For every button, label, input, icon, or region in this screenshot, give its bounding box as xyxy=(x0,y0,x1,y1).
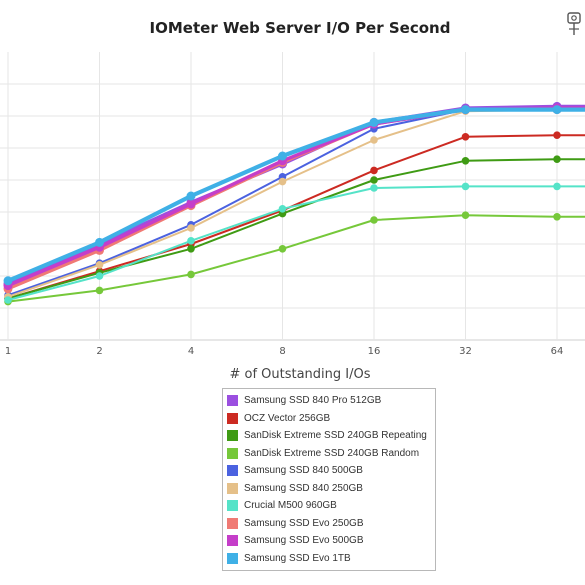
series-line xyxy=(7,214,585,303)
legend-item: Samsung SSD 840 500GB xyxy=(223,462,435,480)
series-samsung-ssd-evo-1tb xyxy=(3,105,585,286)
data-point xyxy=(278,205,287,213)
data-point xyxy=(461,182,470,191)
data-point xyxy=(187,270,195,279)
legend-item: SanDisk Extreme SSD 240GB Repeating xyxy=(223,427,435,445)
badge-icon xyxy=(567,12,581,35)
legend-label: OCZ Vector 256GB xyxy=(244,412,331,424)
data-point xyxy=(278,177,287,186)
data-point xyxy=(370,136,378,144)
legend-item: Crucial M500 960GB xyxy=(223,497,435,515)
data-point xyxy=(461,157,470,165)
data-point xyxy=(95,261,104,269)
data-point xyxy=(461,105,470,115)
x-tick-label: 32 xyxy=(459,346,472,357)
x-tick-label: 64 xyxy=(551,346,564,357)
legend: Samsung SSD 840 Pro 512GB OCZ Vector 256G… xyxy=(222,388,436,571)
data-point xyxy=(278,151,287,161)
series-line xyxy=(7,134,585,300)
data-point xyxy=(553,182,561,191)
x-tick-label: 2 xyxy=(96,346,102,357)
data-point xyxy=(461,211,470,219)
series-lines xyxy=(3,101,585,306)
grid xyxy=(0,52,585,341)
series-line xyxy=(7,106,585,288)
data-point xyxy=(553,213,561,221)
legend-swatch xyxy=(227,535,238,547)
series-samsung-ssd-840-500gb xyxy=(4,105,585,300)
x-axis-title: # of Outstanding I/Os xyxy=(229,367,370,382)
series-samsung-ssd-840-pro-512gb xyxy=(3,101,585,289)
legend-item: Samsung SSD 840 Pro 512GB xyxy=(223,392,435,410)
data-point xyxy=(369,117,379,127)
legend-swatch xyxy=(227,465,238,477)
data-point xyxy=(370,176,378,184)
series-crucial-m500-960gb xyxy=(4,182,585,304)
legend-label: Samsung SSD Evo 250GB xyxy=(244,517,364,529)
legend-swatch xyxy=(227,412,238,424)
series-samsung-ssd-840-250gb xyxy=(4,105,585,301)
legend-item: Samsung SSD 840 250GB xyxy=(223,480,435,498)
series-sandisk-extreme-ssd-240gb-repeating xyxy=(4,155,585,303)
series-samsung-ssd-evo-500gb xyxy=(3,103,585,291)
series-line xyxy=(7,158,585,300)
series-samsung-ssd-evo-250gb xyxy=(3,105,585,294)
legend-swatch xyxy=(227,430,238,442)
legend-label: SanDisk Extreme SSD 240GB Random xyxy=(244,447,420,459)
legend-item: Samsung SSD Evo 250GB xyxy=(223,515,435,533)
data-point xyxy=(187,245,195,253)
series-line xyxy=(7,185,585,301)
data-point xyxy=(461,133,470,141)
x-tick-label: 16 xyxy=(368,346,381,357)
legend-swatch xyxy=(227,517,238,529)
legend-label: Samsung SSD 840 Pro 512GB xyxy=(244,395,382,407)
data-point xyxy=(553,155,561,163)
series-line xyxy=(7,107,585,283)
legend-item: Samsung SSD Evo 1TB xyxy=(223,550,435,568)
legend-label: Crucial M500 960GB xyxy=(244,500,337,512)
legend-label: Samsung SSD 840 250GB xyxy=(244,482,363,494)
data-point xyxy=(187,224,195,232)
chart-title: IOMeter Web Server I/O Per Second xyxy=(150,19,451,37)
data-point xyxy=(95,272,104,280)
data-point xyxy=(95,237,104,247)
series-sandisk-extreme-ssd-240gb-random xyxy=(4,211,585,306)
data-point xyxy=(3,276,13,286)
legend-item: SanDisk Extreme SSD 240GB Random xyxy=(223,445,435,463)
data-point xyxy=(370,216,378,224)
data-point xyxy=(4,296,12,304)
data-point xyxy=(187,237,195,245)
x-tick-label: 1 xyxy=(5,346,11,357)
legend-label: Samsung SSD Evo 1TB xyxy=(244,552,351,564)
legend-item: OCZ Vector 256GB xyxy=(223,410,435,428)
data-point xyxy=(186,199,196,209)
legend-swatch xyxy=(227,395,238,407)
x-tick-label: 8 xyxy=(279,346,285,357)
data-point xyxy=(95,286,104,295)
legend-swatch xyxy=(227,482,238,494)
legend-label: Samsung SSD Evo 500GB xyxy=(244,535,364,547)
data-point xyxy=(552,105,562,115)
legend-swatch xyxy=(227,500,238,512)
legend-swatch xyxy=(227,552,238,564)
data-point xyxy=(370,166,378,175)
legend-label: SanDisk Extreme SSD 240GB Repeating xyxy=(244,430,427,442)
x-tick-label: 4 xyxy=(188,346,194,357)
legend-swatch xyxy=(227,447,238,459)
data-point xyxy=(186,191,196,201)
data-point xyxy=(278,245,287,253)
legend-label: Samsung SSD 840 500GB xyxy=(244,465,363,477)
legend-item: Samsung SSD Evo 500GB xyxy=(223,532,435,550)
series-line xyxy=(7,104,585,286)
x-tick-labels: 1 2 4 8 16 32 64 xyxy=(5,346,564,357)
data-point xyxy=(553,131,561,139)
data-point xyxy=(370,184,378,192)
